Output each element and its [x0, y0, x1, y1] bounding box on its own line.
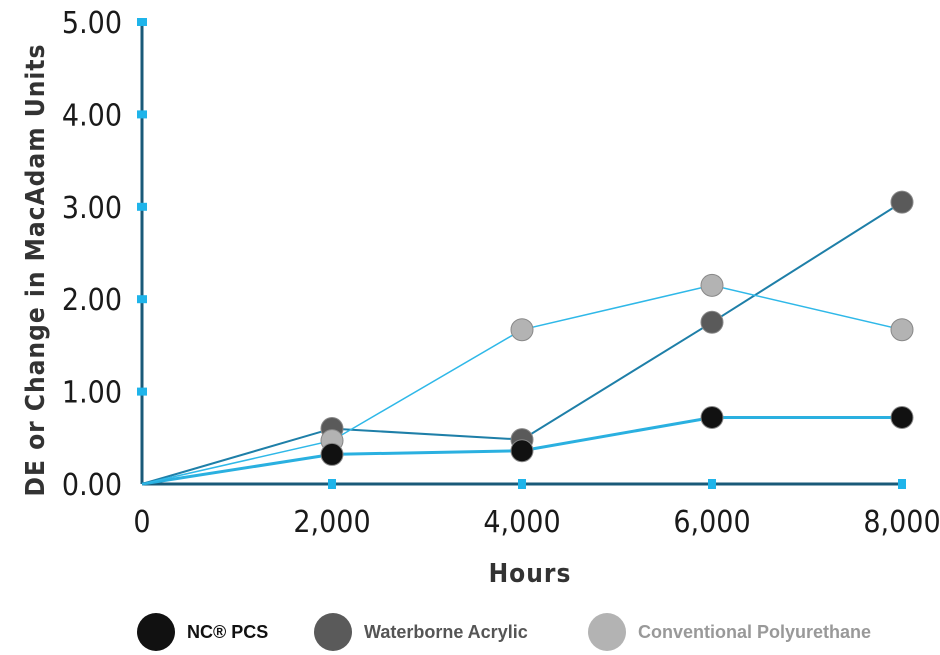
- data-point: [890, 405, 914, 429]
- data-point: [700, 273, 724, 297]
- y-tick-label: 3.00: [62, 191, 122, 226]
- legend-swatch-nc-pcs: [137, 613, 175, 651]
- series-points: [320, 190, 914, 466]
- data-point: [320, 442, 344, 466]
- y-axis-title: DE or Change in MacAdam Units: [21, 44, 51, 497]
- x-tick-label: 2,000: [293, 505, 370, 540]
- legend: NC® PCS Waterborne Acrylic Conventional …: [0, 610, 940, 654]
- legend-swatch-conventional-polyurethane: [588, 613, 626, 651]
- data-point: [890, 318, 914, 342]
- x-tick-label: 6,000: [673, 505, 750, 540]
- legend-label-waterborne-acrylic: Waterborne Acrylic: [364, 621, 528, 642]
- data-point: [510, 318, 534, 342]
- x-tick-mark: [328, 479, 336, 489]
- legend-item-nc-pcs[interactable]: NC® PCS: [137, 610, 268, 654]
- y-tick-mark: [137, 387, 147, 396]
- x-axis-title: Hours: [489, 559, 572, 589]
- y-tick-label: 5.00: [62, 6, 122, 41]
- x-tick-label: 8,000: [863, 505, 940, 540]
- x-tick-label: 0: [133, 505, 150, 540]
- y-tick-label: 2.00: [62, 283, 122, 318]
- y-tick-label: 0.00: [62, 468, 122, 503]
- axes: [140, 18, 902, 486]
- legend-item-conventional-polyurethane[interactable]: Conventional Polyurethane: [588, 610, 871, 654]
- legend-item-waterborne-acrylic[interactable]: Waterborne Acrylic: [314, 610, 528, 654]
- data-point: [890, 190, 914, 214]
- y-tick-mark: [137, 202, 147, 211]
- legend-label-conventional-polyurethane: Conventional Polyurethane: [638, 621, 872, 642]
- legend-label-nc-pcs: NC® PCS: [187, 621, 269, 642]
- y-tick-label: 4.00: [62, 98, 122, 133]
- x-tick-label: 4,000: [483, 505, 560, 540]
- ticks: 0.00 1.00 2.00 3.00 4.00 5.00 0 2,000 4,000 6,000…: [62, 6, 940, 540]
- x-tick-mark: [518, 479, 526, 489]
- x-tick-mark: [708, 479, 716, 489]
- x-tick-mark: [898, 479, 906, 489]
- y-tick-mark: [137, 110, 147, 119]
- y-tick-mark: [137, 295, 147, 304]
- data-point: [510, 439, 534, 463]
- data-point: [700, 310, 724, 334]
- y-tick-label: 1.00: [62, 376, 122, 411]
- data-point: [700, 405, 724, 429]
- y-tick-mark: [137, 18, 147, 26]
- legend-swatch-waterborne-acrylic: [314, 613, 352, 651]
